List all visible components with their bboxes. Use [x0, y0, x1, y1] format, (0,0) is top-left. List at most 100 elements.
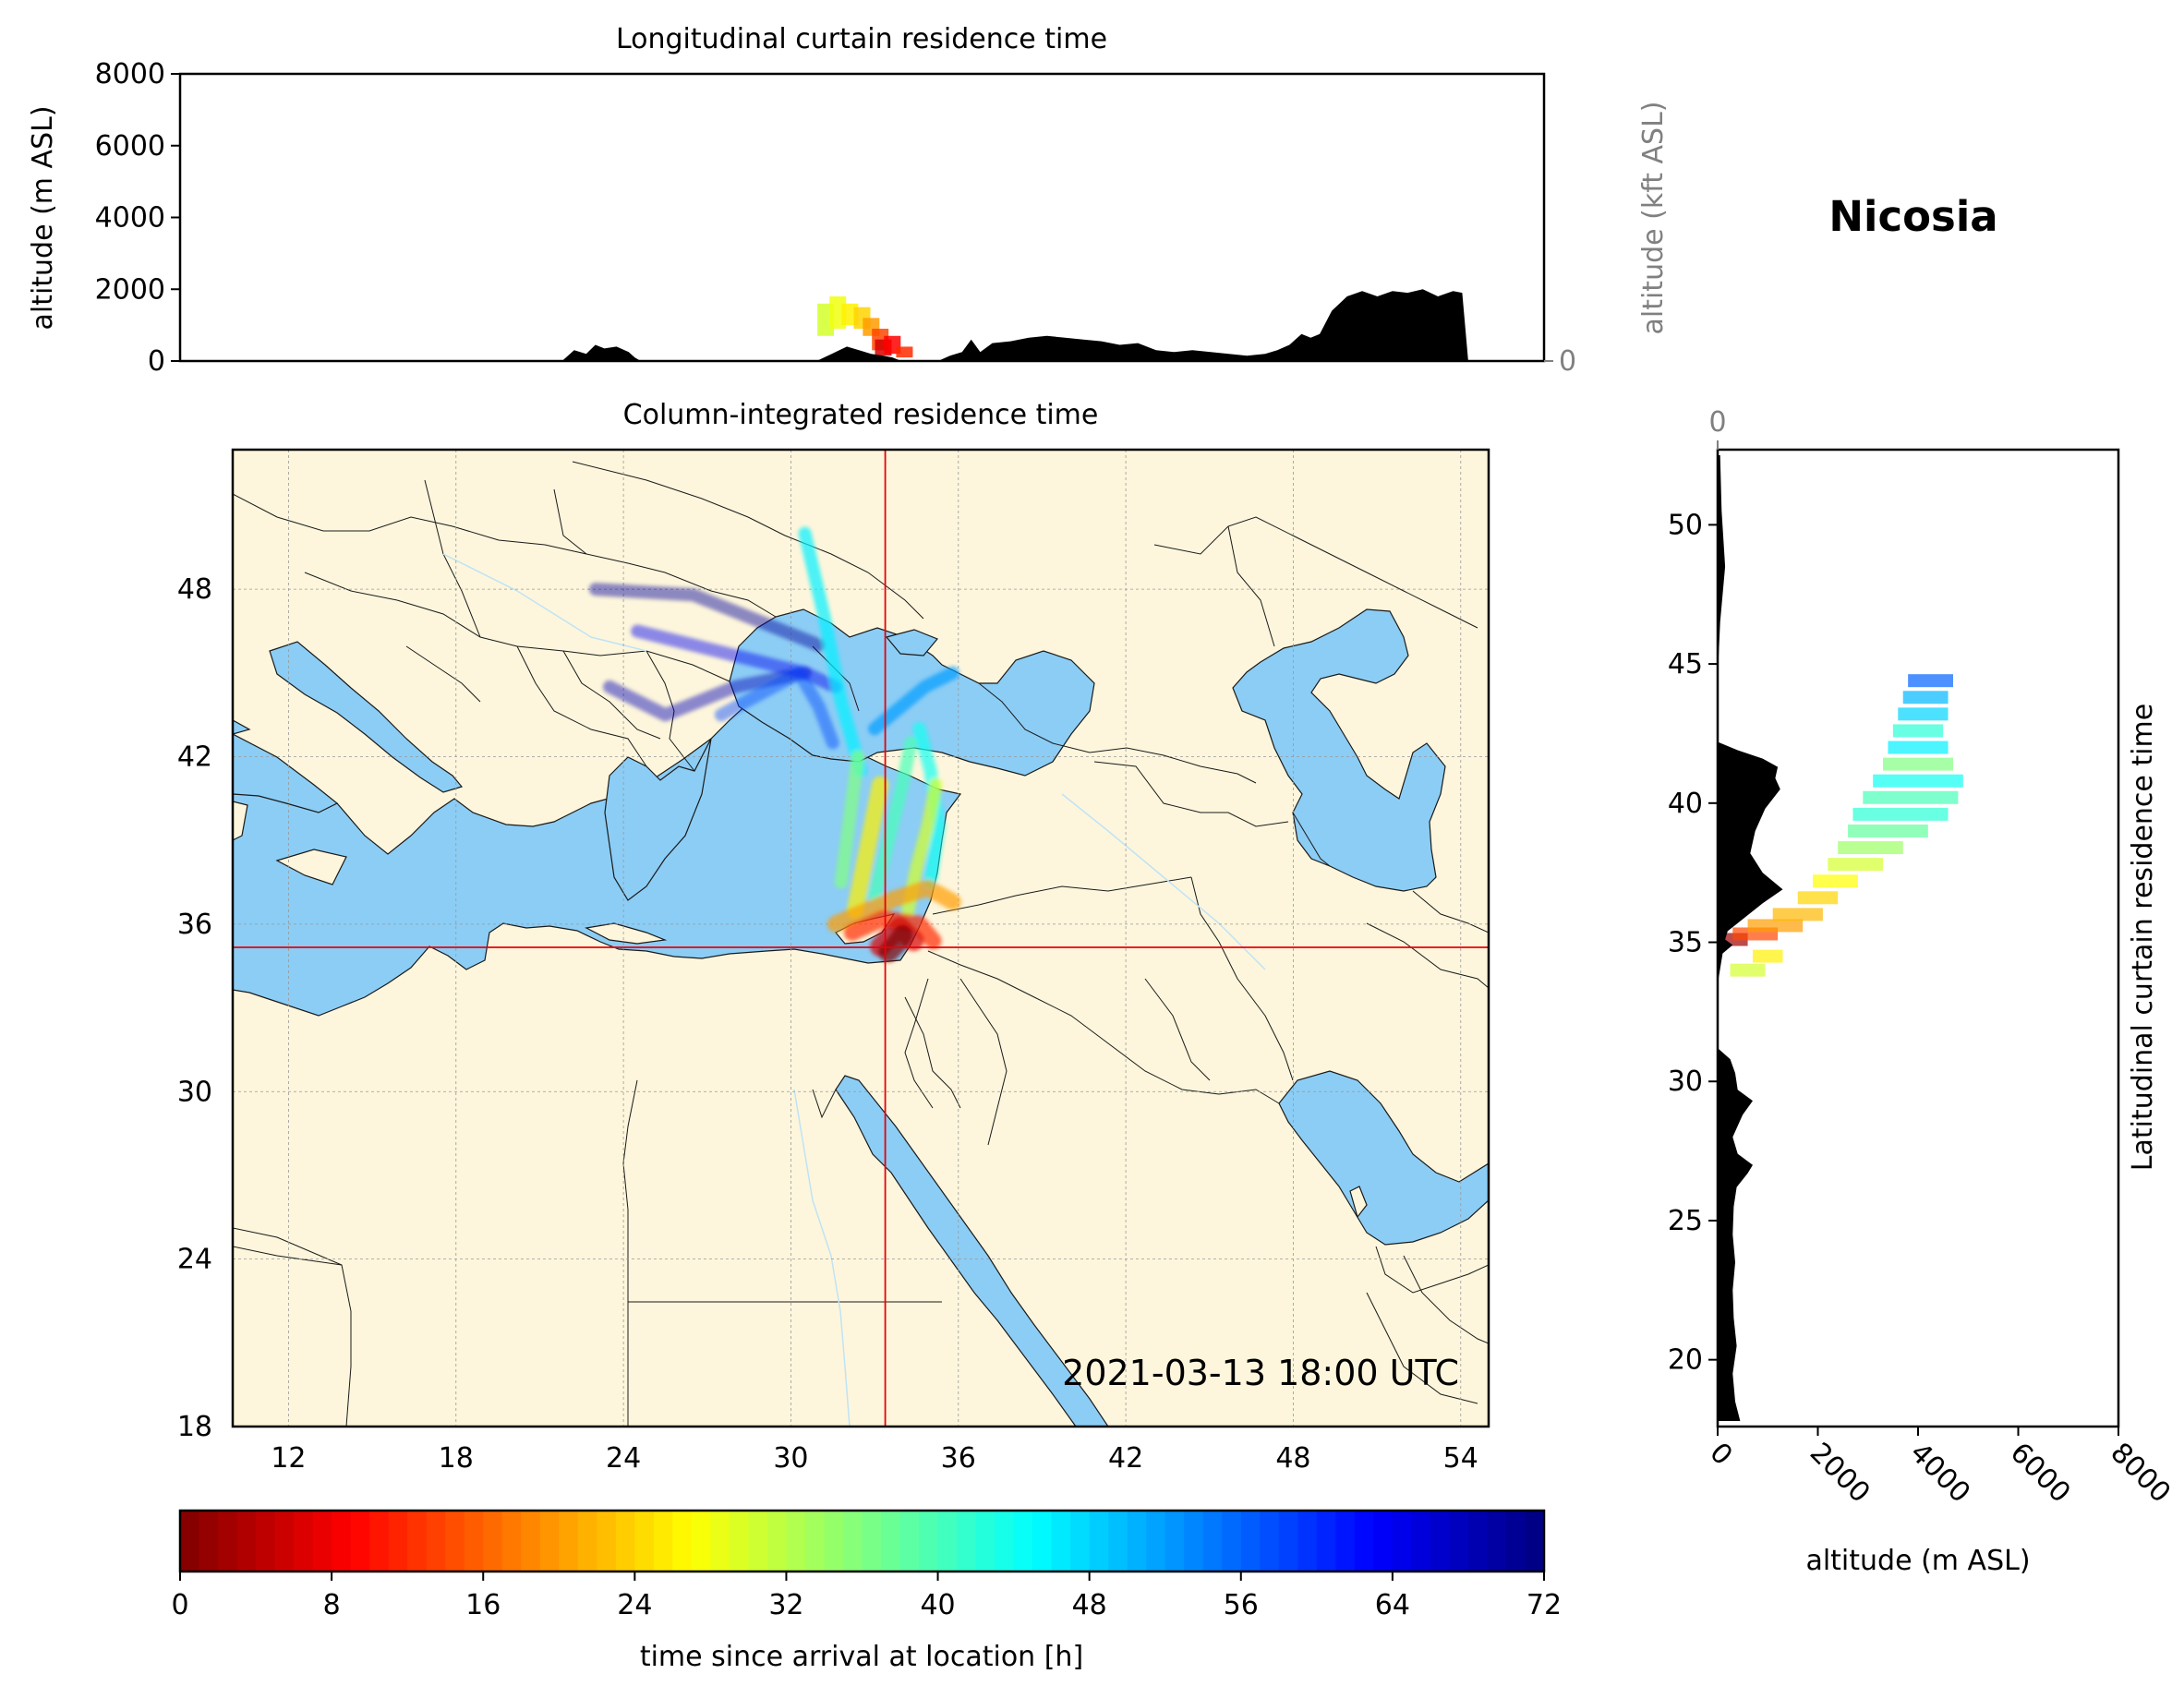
colorbar-step [577, 1511, 598, 1572]
map-plume-track [868, 736, 918, 903]
latitudinal-plume-cell [1902, 691, 1949, 704]
longitudinal-ylabel: altitude (m ASL) [27, 105, 59, 330]
map-plume-track [588, 583, 826, 652]
colorbar-step [1354, 1511, 1375, 1572]
colorbar-step [312, 1511, 332, 1572]
latitudinal-plume-cell [1883, 757, 1953, 771]
colorbar-step [1392, 1511, 1413, 1572]
latitudinal-terrain [1718, 455, 1783, 1421]
map-crosshair [233, 450, 1489, 1427]
latitudinal-ytick-label: 45 [1668, 648, 1703, 680]
map-lat-tick-label: 36 [177, 909, 212, 941]
colorbar-frame [178, 1509, 1546, 1573]
latitudinal-xtick-label: 2000 [1804, 1437, 1876, 1510]
colorbar-step [729, 1511, 750, 1572]
tyrrhenian-sea [233, 733, 339, 813]
colorbar-step [842, 1511, 863, 1572]
black-sea-west-extension [233, 719, 251, 735]
colorbar-tick-label: 32 [768, 1589, 803, 1621]
latitudinal-alt-axis: 0 2000 4000 6000 8000 [1703, 1427, 2177, 1510]
map-lat-tick-label: 48 [177, 573, 212, 606]
latitudinal-plume-cell [1730, 963, 1766, 977]
longitudinal-plume-cell [896, 346, 913, 358]
timestamp-label: 2021-03-13 18:00 UTC [1062, 1353, 1459, 1393]
location-title: Nicosia [1828, 192, 1997, 241]
colorbar-step [919, 1511, 939, 1572]
qatar-peninsula [1349, 1186, 1368, 1219]
latitudinal-plume-cell [1747, 919, 1804, 933]
latitudinal-plume-cell [1752, 949, 1783, 963]
colorbar-step [653, 1511, 674, 1572]
colorbar-step [539, 1511, 561, 1572]
latitudinal-plume-cell [1898, 707, 1949, 721]
colorbar-step [426, 1511, 446, 1572]
map-lon-tick-label: 30 [773, 1442, 808, 1475]
longitudinal-right-axis: 050100 [1544, 345, 1576, 378]
colorbar-step [1202, 1511, 1224, 1572]
map-lon-tick-label: 48 [1275, 1442, 1310, 1475]
map-area [233, 450, 1489, 1427]
latitudinal-ytick-label: 20 [1668, 1344, 1703, 1377]
colorbar-tick-label: 72 [1526, 1589, 1562, 1621]
colorbar-step [672, 1511, 693, 1572]
map-lat-axis: 18 24 30 36 42 48 [177, 573, 212, 1443]
longitudinal-ytick-label: 4000 [95, 202, 165, 235]
colorbar-step [332, 1511, 352, 1572]
longitudinal-title: Longitudinal curtain residence time [616, 23, 1107, 55]
longitudinal-ylabel-right: altitude (kft ASL) [1637, 101, 1670, 334]
colorbar-step [710, 1511, 730, 1572]
colorbar-step [995, 1511, 1015, 1572]
latitudinal-ytick-label: 30 [1668, 1066, 1703, 1098]
longitudinal-terrain [561, 289, 1468, 361]
colorbar-step [824, 1511, 844, 1572]
colorbar-step [199, 1511, 219, 1572]
latitudinal-plume-cell [1838, 841, 1903, 855]
latitudinal-lat-axis: 20 25 30 35 40 45 50 [1668, 509, 1718, 1377]
crete-island [585, 922, 668, 945]
map-lon-tick-label: 18 [439, 1442, 474, 1475]
colorbar-step [407, 1511, 428, 1572]
colorbar-step [464, 1511, 485, 1572]
longitudinal-panel: Longitudinal curtain residence time 0 200… [27, 23, 1670, 378]
latitudinal-top-tick-label: 0 [1708, 406, 1726, 439]
map-plume-track [714, 666, 839, 750]
map-title: Column-integrated residence time [623, 399, 1099, 431]
colorbar-step [501, 1511, 523, 1572]
colorbar-step [294, 1511, 314, 1572]
map-lon-tick-label: 12 [271, 1442, 306, 1475]
latitudinal-xlabel: altitude (m ASL) [1805, 1545, 2030, 1577]
map-lon-tick-label: 36 [941, 1442, 976, 1475]
sea-of-azov [885, 629, 938, 656]
colorbar-step [1525, 1511, 1545, 1572]
colorbar-step [483, 1511, 503, 1572]
map-plume-track [868, 666, 959, 736]
colorbar-tick-label: 0 [171, 1589, 188, 1621]
latitudinal-plume-cell [1797, 891, 1839, 905]
latitudinal-plume-cell [1863, 790, 1959, 804]
latitudinal-top-axis: 050100 [1708, 406, 1727, 450]
sardinia-island [233, 801, 248, 841]
longitudinal-ytick-label: 6000 [95, 130, 165, 163]
colorbar-step [881, 1511, 901, 1572]
colorbar-step [274, 1511, 295, 1572]
colorbar-step [218, 1511, 238, 1572]
colorbar-step [634, 1511, 655, 1572]
colorbar-step [350, 1511, 370, 1572]
red-sea [835, 1075, 1109, 1427]
map-plume-track [834, 750, 864, 889]
colorbar-label: time since arrival at location [h] [640, 1641, 1083, 1673]
longitudinal-plume [817, 296, 913, 358]
adriatic-sea [269, 641, 464, 793]
colorbar-step [1411, 1511, 1431, 1572]
colorbar-step [388, 1511, 408, 1572]
latitudinal-plume [1722, 674, 1963, 977]
colorbar-step [1146, 1511, 1166, 1572]
colorbar-tick-label: 16 [465, 1589, 501, 1621]
colorbar-step [1487, 1511, 1507, 1572]
colorbar-step [1164, 1511, 1186, 1572]
latitudinal-plume-cell [1873, 774, 1963, 788]
colorbar-gradient [180, 1511, 1545, 1572]
latitudinal-title: Latitudinal curtain residence time [2127, 704, 2159, 1171]
map-lat-tick-label: 24 [177, 1244, 212, 1276]
